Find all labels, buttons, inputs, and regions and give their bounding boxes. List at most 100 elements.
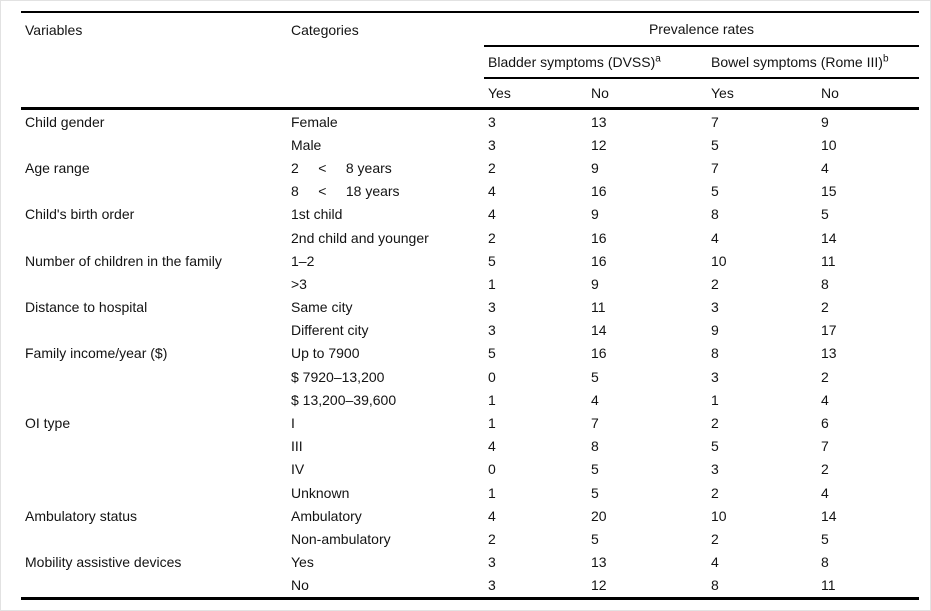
table-row: Distance to hospital Same city 3 11 3 2 <box>21 296 919 319</box>
variable-cell: OI type <box>25 415 71 432</box>
category-cell: Different city <box>291 322 369 339</box>
bladder-symptoms-label: Bladder symptoms (DVSS) <box>488 54 656 70</box>
table-row: IV 0 5 3 2 <box>21 458 919 481</box>
category-cell: 8 < 18 years <box>291 183 400 200</box>
prevalence-rates-table: Variables Categories Prevalence rates Bl… <box>21 11 919 600</box>
value-cell: 13 <box>821 345 837 362</box>
value-cell: 8 <box>821 275 829 292</box>
variable-cell <box>21 226 287 249</box>
value-cell: 11 <box>591 299 606 316</box>
value-cell: 3 <box>488 113 496 130</box>
variable-cell: Family income/year ($) <box>25 345 168 362</box>
table-row: III 4 8 5 7 <box>21 435 919 458</box>
category-cell: $ 13,200–39,600 <box>291 391 397 408</box>
value-cell: 4 <box>488 183 496 200</box>
value-cell: 2 <box>711 530 719 547</box>
value-cell: 4 <box>488 206 496 223</box>
value-cell: 8 <box>821 554 829 571</box>
col-header-categories: Categories <box>291 22 359 38</box>
table-row: Male 3 12 5 10 <box>21 133 919 156</box>
variable-cell <box>21 388 287 411</box>
variable-cell <box>21 435 287 458</box>
table-row: >3 1 9 2 8 <box>21 272 919 295</box>
table-row: Child's birth order 1st child 4 9 8 5 <box>21 203 919 226</box>
header-row-groups: Bladder symptoms (DVSS)a Bowel symptoms … <box>21 46 919 79</box>
category-cell: 1–2 <box>291 252 315 269</box>
footnote-marker-a: a <box>655 53 661 65</box>
value-cell: 3 <box>711 368 719 385</box>
variable-cell <box>21 481 287 504</box>
table-row: Number of children in the family 1–2 5 1… <box>21 249 919 272</box>
value-cell: 1 <box>488 415 496 432</box>
value-cell: 12 <box>591 136 607 153</box>
value-cell: 20 <box>591 507 607 524</box>
value-cell: 5 <box>821 206 829 223</box>
value-cell: 4 <box>821 391 829 408</box>
value-cell: 16 <box>591 183 607 200</box>
value-cell: 2 <box>711 275 719 292</box>
value-cell: 14 <box>821 507 837 524</box>
category-cell: >3 <box>291 275 307 292</box>
table-row: $ 7920–13,200 0 5 3 2 <box>21 365 919 388</box>
variable-cell <box>21 180 287 203</box>
value-cell: 5 <box>591 461 599 478</box>
category-cell: Unknown <box>291 484 350 501</box>
value-cell: 4 <box>488 438 496 455</box>
col-header-bladder-symptoms: Bladder symptoms (DVSS)a <box>484 46 707 79</box>
value-cell: 7 <box>591 415 599 432</box>
value-cell: 5 <box>591 530 599 547</box>
value-cell: 5 <box>711 438 719 455</box>
table-row: Mobility assistive devices Yes 3 13 4 8 <box>21 551 919 574</box>
value-cell: 8 <box>711 206 719 223</box>
value-cell: 12 <box>591 577 607 594</box>
value-cell: 13 <box>591 113 607 130</box>
value-cell: 2 <box>488 229 496 246</box>
value-cell: 11 <box>821 577 836 594</box>
col-header-bowel-no: No <box>821 85 839 101</box>
variable-cell <box>21 319 287 342</box>
value-cell: 2 <box>711 415 719 432</box>
value-cell: 4 <box>711 229 719 246</box>
value-cell: 5 <box>711 136 719 153</box>
table-row: Unknown 1 5 2 4 <box>21 481 919 504</box>
value-cell: 5 <box>711 183 719 200</box>
value-cell: 16 <box>591 345 607 362</box>
value-cell: 4 <box>591 391 599 408</box>
variable-cell: Number of children in the family <box>25 252 222 269</box>
value-cell: 9 <box>591 275 599 292</box>
category-cell: $ 7920–13,200 <box>291 368 385 385</box>
col-header-bowel-yes: Yes <box>711 85 734 101</box>
variable-cell: Age range <box>25 159 90 176</box>
value-cell: 13 <box>591 554 607 571</box>
value-cell: 2 <box>488 159 496 176</box>
value-cell: 10 <box>711 507 727 524</box>
category-cell: Non-ambulatory <box>291 530 391 547</box>
col-header-variables: Variables <box>25 22 83 38</box>
value-cell: 9 <box>711 322 719 339</box>
table-row: Ambulatory status Ambulatory 4 20 10 14 <box>21 504 919 527</box>
variable-cell <box>21 527 287 550</box>
value-cell: 1 <box>488 275 496 292</box>
variable-cell <box>21 458 287 481</box>
category-cell: Up to 7900 <box>291 345 360 362</box>
variable-cell: Ambulatory status <box>25 507 138 524</box>
value-cell: 11 <box>821 252 836 269</box>
category-cell: I <box>291 415 295 432</box>
value-cell: 4 <box>488 507 496 524</box>
table-row: Age range 2 < 8 years 2 9 7 4 <box>21 156 919 179</box>
value-cell: 10 <box>821 136 837 153</box>
value-cell: 1 <box>711 391 719 408</box>
value-cell: 2 <box>821 368 829 385</box>
bowel-symptoms-label: Bowel symptoms (Rome III) <box>711 54 883 70</box>
value-cell: 15 <box>821 183 837 200</box>
value-cell: 9 <box>821 113 829 130</box>
category-cell: Yes <box>291 554 314 571</box>
col-header-bowel-symptoms: Bowel symptoms (Rome III)b <box>707 46 919 79</box>
value-cell: 0 <box>488 368 496 385</box>
table-row: Non-ambulatory 2 5 2 5 <box>21 527 919 550</box>
value-cell: 14 <box>591 322 607 339</box>
table-header: Variables Categories Prevalence rates Bl… <box>21 12 919 109</box>
category-cell: 2 < 8 years <box>291 159 392 176</box>
variable-cell <box>21 133 287 156</box>
